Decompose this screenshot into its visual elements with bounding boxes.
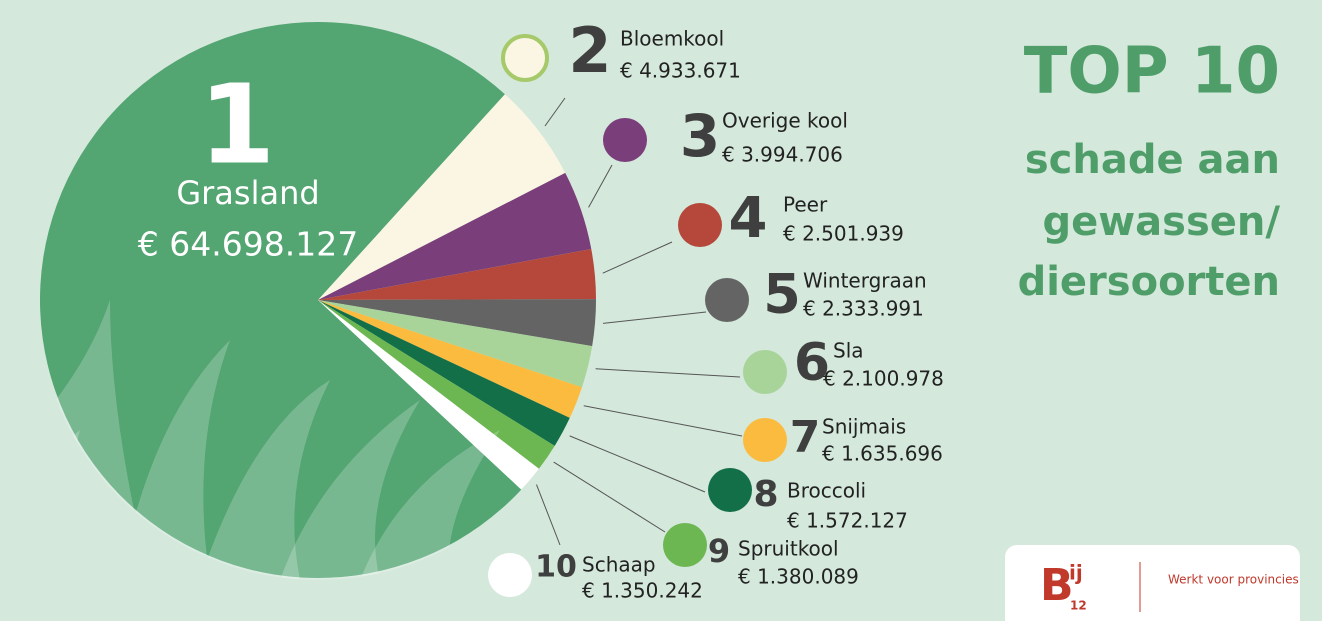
icon bbox=[678, 203, 722, 247]
value-label: € 2.333.991 bbox=[803, 297, 924, 321]
rank: 10 bbox=[535, 550, 577, 585]
title: TOP 10 bbox=[1024, 35, 1280, 109]
logo-sup: ij bbox=[1069, 561, 1083, 585]
icon bbox=[488, 553, 532, 597]
leader-line bbox=[588, 164, 613, 208]
icon bbox=[603, 118, 647, 162]
leader-line bbox=[536, 484, 561, 546]
pie-slice bbox=[318, 300, 539, 490]
category-label: Spruitkool bbox=[738, 537, 839, 561]
pie-slice bbox=[318, 300, 593, 388]
leader-line bbox=[569, 435, 706, 493]
category-label: Sla bbox=[833, 339, 864, 363]
icon bbox=[501, 34, 549, 82]
value-label: € 3.994.706 bbox=[722, 143, 843, 167]
value-label: € 1.635.696 bbox=[822, 442, 943, 466]
pie-slice bbox=[318, 300, 582, 418]
icon bbox=[743, 350, 787, 394]
category-label: Snijmais bbox=[822, 415, 906, 439]
logo: B ij 12 Werkt voor provincies bbox=[1005, 545, 1300, 621]
rank: 3 bbox=[680, 102, 720, 170]
category-label: Broccoli bbox=[787, 479, 866, 503]
category-label: Peer bbox=[783, 193, 828, 217]
rank: 8 bbox=[753, 474, 778, 515]
rank: 5 bbox=[763, 263, 801, 326]
icon bbox=[663, 523, 707, 567]
leader-line bbox=[583, 405, 743, 437]
subtitle: schade aan bbox=[1025, 137, 1280, 183]
leader-line bbox=[553, 461, 666, 533]
pie-slice bbox=[318, 300, 570, 446]
pie-slice bbox=[39, 22, 522, 579]
value-label: € 1.572.127 bbox=[787, 509, 908, 533]
pie-slice bbox=[318, 299, 596, 347]
category-label: Overige kool bbox=[722, 109, 848, 133]
icon bbox=[743, 418, 787, 462]
icon bbox=[708, 468, 752, 512]
value-label: € 64.698.127 bbox=[138, 225, 358, 264]
value-label: € 1.350.242 bbox=[582, 579, 703, 603]
logo-sub: 12 bbox=[1070, 599, 1087, 613]
pie-slice bbox=[318, 94, 566, 300]
icon bbox=[705, 278, 749, 322]
subtitle: gewassen/ bbox=[1042, 199, 1280, 245]
rank: 2 bbox=[568, 14, 611, 87]
pie-slice bbox=[318, 248, 596, 300]
leader-line bbox=[602, 311, 707, 324]
rank: 9 bbox=[708, 532, 730, 570]
leader-line bbox=[602, 241, 673, 274]
value-label: € 2.100.978 bbox=[823, 367, 944, 391]
rank: 7 bbox=[790, 412, 821, 463]
logo-box bbox=[1005, 545, 1300, 621]
category-label: Schaap bbox=[582, 553, 656, 577]
value-label: € 2.501.939 bbox=[783, 222, 904, 246]
category-label: Bloemkool bbox=[620, 27, 724, 51]
pie-slice bbox=[318, 172, 592, 300]
value-label: € 4.933.671 bbox=[620, 59, 741, 83]
value-label: € 1.380.089 bbox=[738, 565, 859, 589]
leader-line bbox=[544, 97, 566, 127]
pie-slice bbox=[318, 300, 555, 469]
leader-line bbox=[595, 368, 741, 378]
rank: 6 bbox=[794, 333, 830, 393]
category-label: Grasland bbox=[176, 174, 319, 212]
rank: 4 bbox=[729, 186, 768, 251]
logo-main: B bbox=[1040, 560, 1074, 611]
pie bbox=[39, 22, 596, 579]
subtitle: diersoorten bbox=[1018, 259, 1280, 305]
category-label: Wintergraan bbox=[803, 269, 927, 293]
logo-tagline: Werkt voor provincies bbox=[1168, 573, 1299, 587]
rank: 1 bbox=[199, 60, 276, 188]
